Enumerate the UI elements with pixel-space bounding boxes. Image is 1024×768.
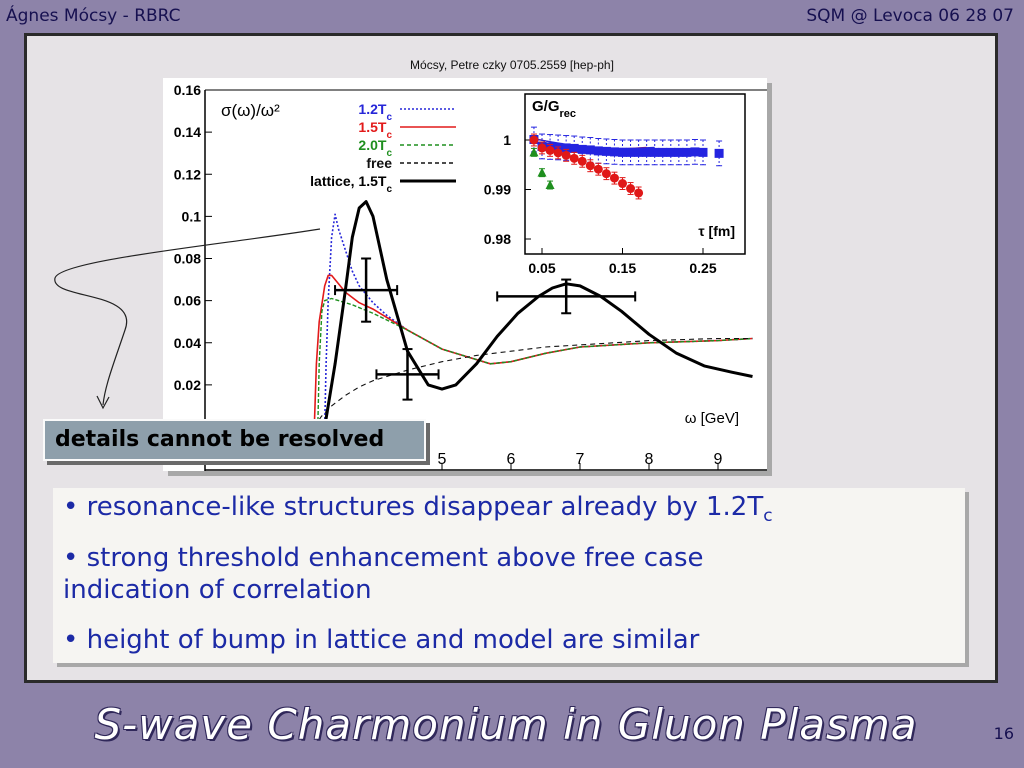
inset-square-marker (698, 147, 708, 157)
inset-square-marker (650, 147, 660, 157)
inset-square-marker (585, 145, 595, 155)
y-tick-label: 0.04 (174, 335, 201, 351)
inset-triangle-marker (545, 180, 555, 190)
x-axis-label: ω [GeV] (685, 410, 739, 427)
inset-triangle-marker (529, 147, 539, 157)
spectral-function-chart: 0.16 0.14 0.12 0.1 0.08 0.06 0.04 0.02 5 6 7 8 9 σ(ω)… (174, 82, 767, 471)
inset-y-tick-label: 1 (503, 132, 511, 148)
inset-square-marker (666, 147, 676, 157)
arrow-curve (54, 228, 321, 406)
inset-square-marker (593, 146, 603, 156)
inset-x-tick-label: 0.15 (609, 260, 636, 276)
inset-circle-marker (626, 184, 636, 194)
inset-circle-marker (618, 179, 627, 189)
x-tick-label: 8 (645, 451, 654, 468)
series-line (313, 337, 753, 428)
inset-square-marker (714, 148, 724, 158)
details-label-box: details cannot be resolved (43, 419, 426, 461)
citation: Mócsy, Petre czky 0705.2559 [hep-ph] (410, 58, 614, 72)
inset-square-marker (626, 147, 636, 157)
x-tick-label: 5 (438, 451, 447, 468)
inset-square-marker (561, 143, 571, 153)
y-tick-label: 0.06 (174, 293, 201, 309)
y-tick-label: 0.16 (174, 82, 201, 98)
slide-title: S-wave Charmonium in Gluon Plasma (94, 700, 918, 749)
event-header: SQM @ Levoca 06 28 07 (806, 6, 1014, 26)
inset-frame (524, 93, 746, 255)
inset-square-marker (642, 147, 652, 157)
legend-label: free (366, 155, 392, 171)
inset-square-marker (609, 147, 619, 157)
inset-square-marker (682, 147, 692, 157)
inset-circle-marker (601, 169, 611, 179)
inset-square-marker (658, 147, 668, 157)
inset-circle-marker (609, 173, 619, 183)
chart-card: 0.16 0.14 0.12 0.1 0.08 0.06 0.04 0.02 5 6 7 8 9 σ(ω)… (163, 78, 767, 471)
inset-square-marker (601, 146, 611, 156)
author-header: Ágnes Mócsy - RBRC (6, 6, 181, 26)
inset-x-tick-label: 0.25 (689, 260, 716, 276)
inset-square-marker (577, 144, 587, 154)
inset-square-marker (674, 147, 684, 157)
bullet-3: • height of bump in lattice and model ar… (63, 625, 700, 655)
inset-y-tick-label: 0.98 (484, 231, 511, 247)
inset-y-tick-label: 0.99 (484, 182, 511, 198)
series-line (317, 297, 753, 428)
bullet-box: • resonance-like structures disappear al… (53, 488, 965, 663)
bullet-1: • resonance-like structures disappear al… (63, 492, 773, 526)
inset-circle-marker (561, 150, 571, 160)
inset-circle-marker (577, 156, 587, 166)
bullet-2: • strong threshold enhancement above fre… (63, 543, 704, 605)
inset-circle-marker (553, 148, 563, 158)
y-axis-label: σ(ω)/ω² (221, 101, 280, 120)
inset-triangle-marker (537, 167, 547, 177)
inset-x-label: τ [fm] (698, 223, 735, 239)
inset-circle-marker (634, 188, 644, 198)
y-tick-label: 0.12 (174, 166, 201, 182)
x-tick-label: 9 (714, 451, 723, 468)
inset-circle-marker (569, 153, 579, 163)
inset-square-marker (690, 147, 700, 157)
inset-circle-marker (529, 135, 539, 145)
page-number: 16 (993, 724, 1014, 743)
y-tick-label: 0.14 (174, 124, 201, 140)
inset-circle-marker (545, 145, 555, 155)
inset-circle-marker (585, 161, 595, 171)
x-tick-label: 7 (576, 451, 585, 468)
arrow-head (96, 395, 110, 410)
x-tick-label: 6 (507, 451, 516, 468)
inset-square-marker (618, 147, 627, 157)
inset-square-marker (634, 147, 644, 157)
y-tick-label: 0.02 (174, 377, 201, 393)
inset-square-marker (569, 143, 579, 153)
inset-circle-marker (537, 143, 547, 153)
inset-x-tick-label: 0.05 (528, 260, 555, 276)
y-tick-label: 0.1 (182, 208, 202, 224)
inset-plot-area (529, 126, 724, 200)
y-tick-label: 0.08 (174, 251, 201, 267)
inset-circle-marker (593, 164, 603, 174)
series-line (323, 200, 753, 428)
